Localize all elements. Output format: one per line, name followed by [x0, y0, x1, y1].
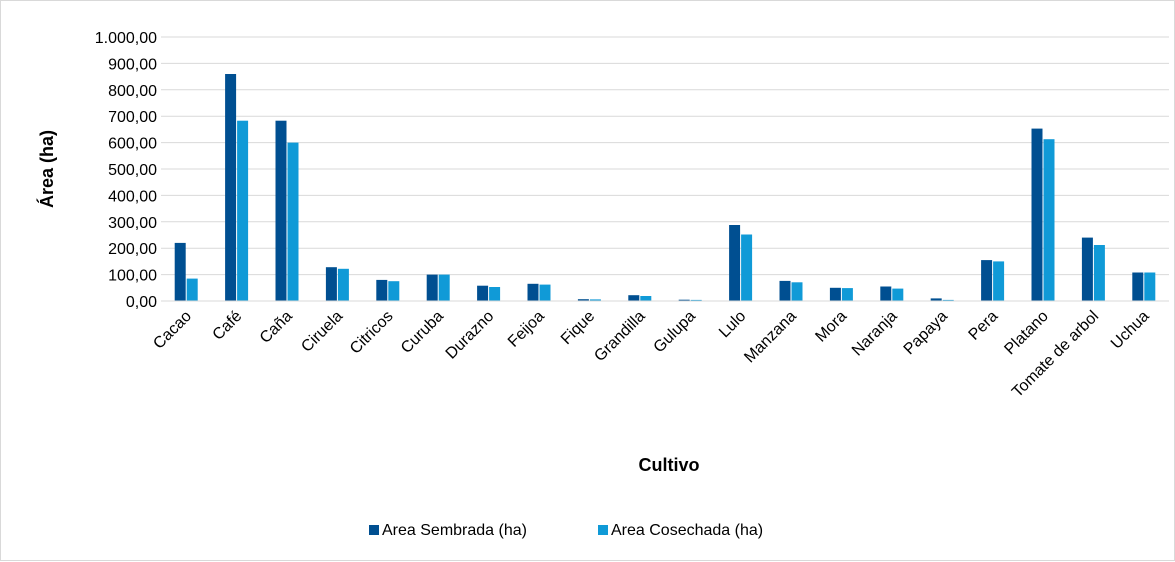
bar-sembrada [729, 225, 741, 301]
y-axis-title: Área (ha) [36, 130, 57, 208]
y-tick-label: 100,00 [108, 268, 157, 285]
x-tick-label: Grandilla [591, 308, 648, 365]
bar-cosechada [337, 268, 349, 301]
y-axis-ticks: 0,00 100,00 200,00 300,00 400,00 500,00 600,00… [95, 30, 157, 311]
bar-sembrada [426, 274, 438, 301]
x-tick-label: Citricos [347, 308, 397, 358]
bars [174, 74, 1156, 301]
x-tick-label: Naranja [849, 308, 901, 360]
x-tick-label: Caña [257, 308, 296, 347]
legend: Area Sembrada (ha) Area Cosechada (ha) [369, 522, 763, 539]
bar-sembrada [930, 298, 942, 301]
x-tick-label: Ciruela [298, 308, 346, 356]
x-tick-label: Tomate de arbol [1009, 308, 1102, 401]
y-tick-label: 0,00 [126, 294, 157, 311]
bar-sembrada [174, 242, 186, 301]
bar-cosechada [741, 234, 753, 301]
x-axis-ticks: Cacao Café Caña Ciruela Citricos CurubaDurazn… [150, 308, 1152, 401]
bar-cosechada [791, 282, 803, 301]
bar-cosechada [539, 284, 551, 301]
bar-cosechada [287, 142, 299, 301]
legend-swatch-cosechada [598, 525, 608, 535]
bar-sembrada [325, 267, 337, 301]
y-tick-label: 800,00 [108, 83, 157, 100]
y-tick-label: 300,00 [108, 215, 157, 232]
y-tick-label: 1.000,00 [95, 30, 157, 47]
bar-sembrada [981, 260, 993, 301]
bar-cosechada [640, 296, 652, 301]
bar-cosechada [1093, 245, 1105, 301]
bar-sembrada [477, 285, 489, 301]
y-tick-label: 900,00 [108, 56, 157, 73]
x-tick-label: Gulupa [651, 308, 700, 357]
x-tick-label: Cacao [150, 308, 195, 353]
bar-cosechada [237, 120, 249, 301]
bar-sembrada [829, 287, 841, 301]
bar-cosechada [892, 288, 904, 301]
bar-cosechada [841, 288, 853, 301]
x-tick-label: Mora [812, 308, 850, 346]
legend-swatch-sembrada [369, 525, 379, 535]
bar-sembrada [880, 286, 892, 301]
x-tick-label: Manzana [741, 308, 800, 367]
bar-sembrada [628, 295, 640, 301]
bar-sembrada [527, 283, 539, 301]
bar-cosechada [1043, 139, 1055, 301]
bar-sembrada [779, 280, 791, 301]
bar-sembrada [1031, 128, 1043, 301]
bar-sembrada [225, 74, 237, 301]
x-tick-label: Feijoa [505, 308, 548, 351]
x-tick-label: Platano [1001, 308, 1051, 358]
x-tick-label: Pera [966, 308, 1002, 344]
gridlines [161, 36, 1169, 276]
y-tick-label: 600,00 [108, 136, 157, 153]
bar-cosechada [1144, 272, 1156, 301]
x-tick-label: Curuba [398, 308, 447, 357]
bar-cosechada [438, 274, 450, 301]
bar-cosechada [589, 299, 601, 301]
bar-sembrada [678, 299, 690, 301]
bar-sembrada [577, 299, 589, 301]
bar-cosechada [942, 299, 954, 301]
bar-sembrada [275, 120, 287, 301]
bar-sembrada [1132, 272, 1144, 301]
y-tick-label: 200,00 [108, 241, 157, 258]
legend-label-cosechada: Area Cosechada (ha) [611, 522, 763, 539]
legend-label-sembrada: Area Sembrada (ha) [382, 522, 527, 539]
y-tick-label: 500,00 [108, 162, 157, 179]
x-tick-label: Lulo [716, 308, 749, 341]
bar-cosechada [186, 278, 198, 301]
x-tick-label: Durazno [443, 308, 498, 363]
y-tick-label: 700,00 [108, 109, 157, 126]
x-tick-label: Café [210, 308, 246, 344]
x-tick-label: Papaya [901, 308, 951, 358]
bar-cosechada [690, 299, 702, 301]
bar-cosechada [489, 287, 501, 301]
x-tick-label: Fique [558, 308, 598, 348]
bar-sembrada [376, 279, 388, 301]
bar-sembrada [1081, 237, 1093, 301]
bar-cosechada [388, 281, 400, 301]
y-tick-label: 400,00 [108, 188, 157, 205]
bar-cosechada [993, 261, 1005, 301]
x-axis-title: Cultivo [639, 455, 700, 475]
x-tick-label: Uchua [1108, 308, 1153, 353]
